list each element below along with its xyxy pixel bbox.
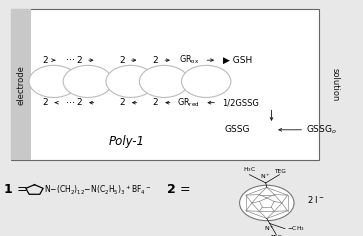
Text: GR$_{\mathregular{red}}$: GR$_{\mathregular{red}}$ (177, 97, 200, 109)
Text: ···: ··· (66, 55, 75, 65)
FancyBboxPatch shape (11, 9, 319, 160)
Text: N$^+$: N$^+$ (264, 224, 275, 233)
Text: ▶ GSH: ▶ GSH (223, 56, 252, 65)
Text: 1: 1 (4, 183, 12, 197)
Text: N$-$(CH$_2$)$_{12}$$-$N(C$_2$H$_5$)$_3$$^+$BF$_4$$^-$: N$-$(CH$_2$)$_{12}$$-$N(C$_2$H$_5$)$_3$$… (44, 183, 152, 197)
Text: 2: 2 (153, 56, 158, 65)
Text: TEG: TEG (274, 169, 285, 174)
Text: TEG: TEG (270, 235, 282, 236)
Text: 2: 2 (153, 98, 158, 107)
Text: 2: 2 (77, 56, 82, 65)
Text: GSSG$_o$: GSSG$_o$ (306, 124, 337, 136)
Circle shape (182, 65, 231, 97)
Text: 2: 2 (119, 98, 125, 107)
Circle shape (139, 65, 189, 97)
Text: $-$CH$_3$: $-$CH$_3$ (287, 224, 305, 233)
Text: H$_3$C: H$_3$C (243, 165, 256, 174)
Text: 2: 2 (42, 98, 48, 107)
Text: 2: 2 (119, 56, 125, 65)
Text: electrode: electrode (16, 65, 25, 105)
Text: 2 I$^-$: 2 I$^-$ (307, 194, 325, 205)
Circle shape (240, 185, 294, 221)
Circle shape (63, 65, 113, 97)
Text: solution: solution (330, 68, 339, 102)
Text: N$^+$: N$^+$ (260, 172, 271, 181)
Text: GSSG: GSSG (224, 125, 250, 134)
Text: =: = (16, 183, 27, 197)
Text: 2: 2 (77, 98, 82, 107)
Text: GR$_{\mathregular{ox}}$: GR$_{\mathregular{ox}}$ (179, 54, 200, 66)
Text: 2: 2 (167, 183, 176, 197)
Text: Poly-1: Poly-1 (109, 135, 145, 148)
Text: 2: 2 (42, 56, 48, 65)
Text: 1/2GSSG: 1/2GSSG (223, 98, 260, 107)
Circle shape (106, 65, 155, 97)
Text: ···: ··· (66, 98, 75, 108)
Circle shape (29, 65, 78, 97)
Text: =: = (180, 183, 190, 197)
FancyBboxPatch shape (11, 9, 31, 160)
